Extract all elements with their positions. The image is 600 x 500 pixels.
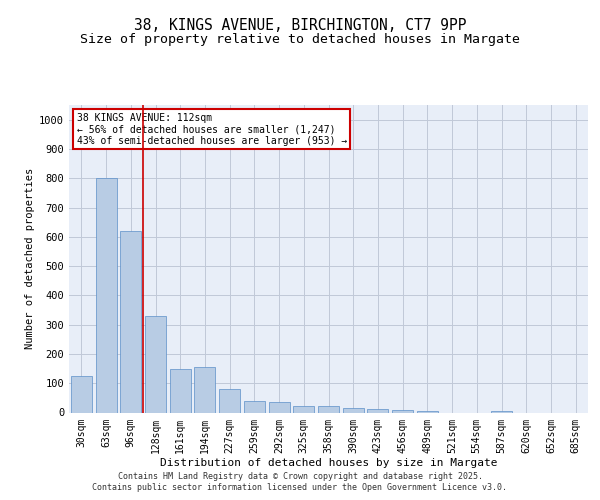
Bar [318,406,339,412]
Bar [219,389,240,412]
Bar [491,411,512,412]
Y-axis label: Number of detached properties: Number of detached properties [25,168,35,350]
Bar [170,368,191,412]
Bar [71,376,92,412]
Bar [244,402,265,412]
Bar [417,411,438,412]
Bar [343,408,364,412]
Bar [145,316,166,412]
Bar [194,367,215,412]
Text: Contains HM Land Registry data © Crown copyright and database right 2025.: Contains HM Land Registry data © Crown c… [118,472,482,481]
Bar [293,406,314,412]
Bar [95,178,116,412]
Bar [120,231,141,412]
Text: Size of property relative to detached houses in Margate: Size of property relative to detached ho… [80,32,520,46]
Text: 38, KINGS AVENUE, BIRCHINGTON, CT7 9PP: 38, KINGS AVENUE, BIRCHINGTON, CT7 9PP [134,18,466,32]
Text: 38 KINGS AVENUE: 112sqm
← 56% of detached houses are smaller (1,247)
43% of semi: 38 KINGS AVENUE: 112sqm ← 56% of detache… [77,112,347,146]
Bar [367,409,388,412]
Text: Contains public sector information licensed under the Open Government Licence v3: Contains public sector information licen… [92,484,508,492]
X-axis label: Distribution of detached houses by size in Margate: Distribution of detached houses by size … [160,458,497,468]
Bar [392,410,413,412]
Bar [269,402,290,412]
